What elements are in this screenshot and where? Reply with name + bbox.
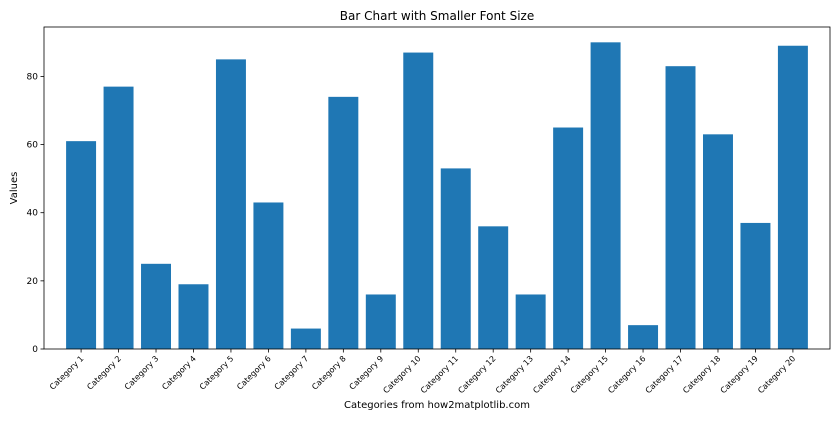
x-tick-label: Category 9: [348, 354, 386, 392]
x-tick-label: Category 6: [235, 354, 273, 392]
x-tick-label: Category 8: [310, 354, 348, 392]
chart-title: Bar Chart with Smaller Font Size: [340, 9, 534, 23]
x-tick-label: Category 4: [160, 354, 198, 392]
bar-7: [290, 328, 321, 349]
x-tick-label: Category 7: [273, 354, 311, 392]
y-tick-label: 0: [32, 345, 38, 355]
bar-15: [590, 42, 621, 349]
bar-5: [215, 59, 246, 350]
x-tick-label: Category 1: [48, 354, 86, 392]
bar-1: [66, 141, 97, 349]
x-tick-label: Category 3: [123, 354, 161, 392]
bar-3: [141, 263, 171, 349]
bar-12: [478, 226, 509, 349]
y-tick-label: 20: [27, 277, 39, 287]
x-tick-label: Category 5: [198, 354, 236, 392]
x-tick-label: Category 11: [419, 354, 460, 395]
bar-11: [440, 168, 471, 349]
bar-19: [740, 222, 771, 349]
x-tick-label: Category 15: [569, 354, 610, 395]
x-tick-label: Category 17: [644, 354, 685, 395]
bar-17: [665, 66, 696, 349]
bar-20: [777, 45, 808, 350]
x-tick-label: Category 16: [606, 354, 647, 395]
x-tick-label: Category 12: [456, 354, 497, 395]
bar-14: [553, 127, 584, 350]
x-tick-label: Category 19: [719, 354, 760, 395]
bar-10: [403, 52, 434, 350]
axes-frame: [43, 26, 831, 350]
x-tick-label: Category 13: [494, 354, 535, 395]
x-axis-label: Categories from how2matplotlib.com: [344, 400, 530, 411]
x-tick-label: Category 14: [531, 354, 572, 395]
bar-4: [178, 284, 209, 349]
y-tick-label: 40: [27, 209, 39, 219]
y-tick-label: 60: [27, 141, 39, 151]
bar-18: [703, 134, 733, 349]
bar-8: [328, 96, 359, 349]
bar-6: [253, 202, 284, 349]
x-tick-label: Category 20: [756, 354, 797, 395]
bar-13: [515, 294, 546, 349]
x-tick-label: Category 2: [85, 354, 123, 392]
y-tick-label: 80: [27, 72, 39, 82]
bar-16: [628, 325, 659, 349]
x-tick-label: Category 10: [381, 354, 422, 395]
y-axis-label: Values: [9, 172, 20, 205]
bar-2: [103, 86, 134, 349]
x-tick-label: Category 18: [681, 354, 722, 395]
bar-9: [365, 294, 396, 349]
